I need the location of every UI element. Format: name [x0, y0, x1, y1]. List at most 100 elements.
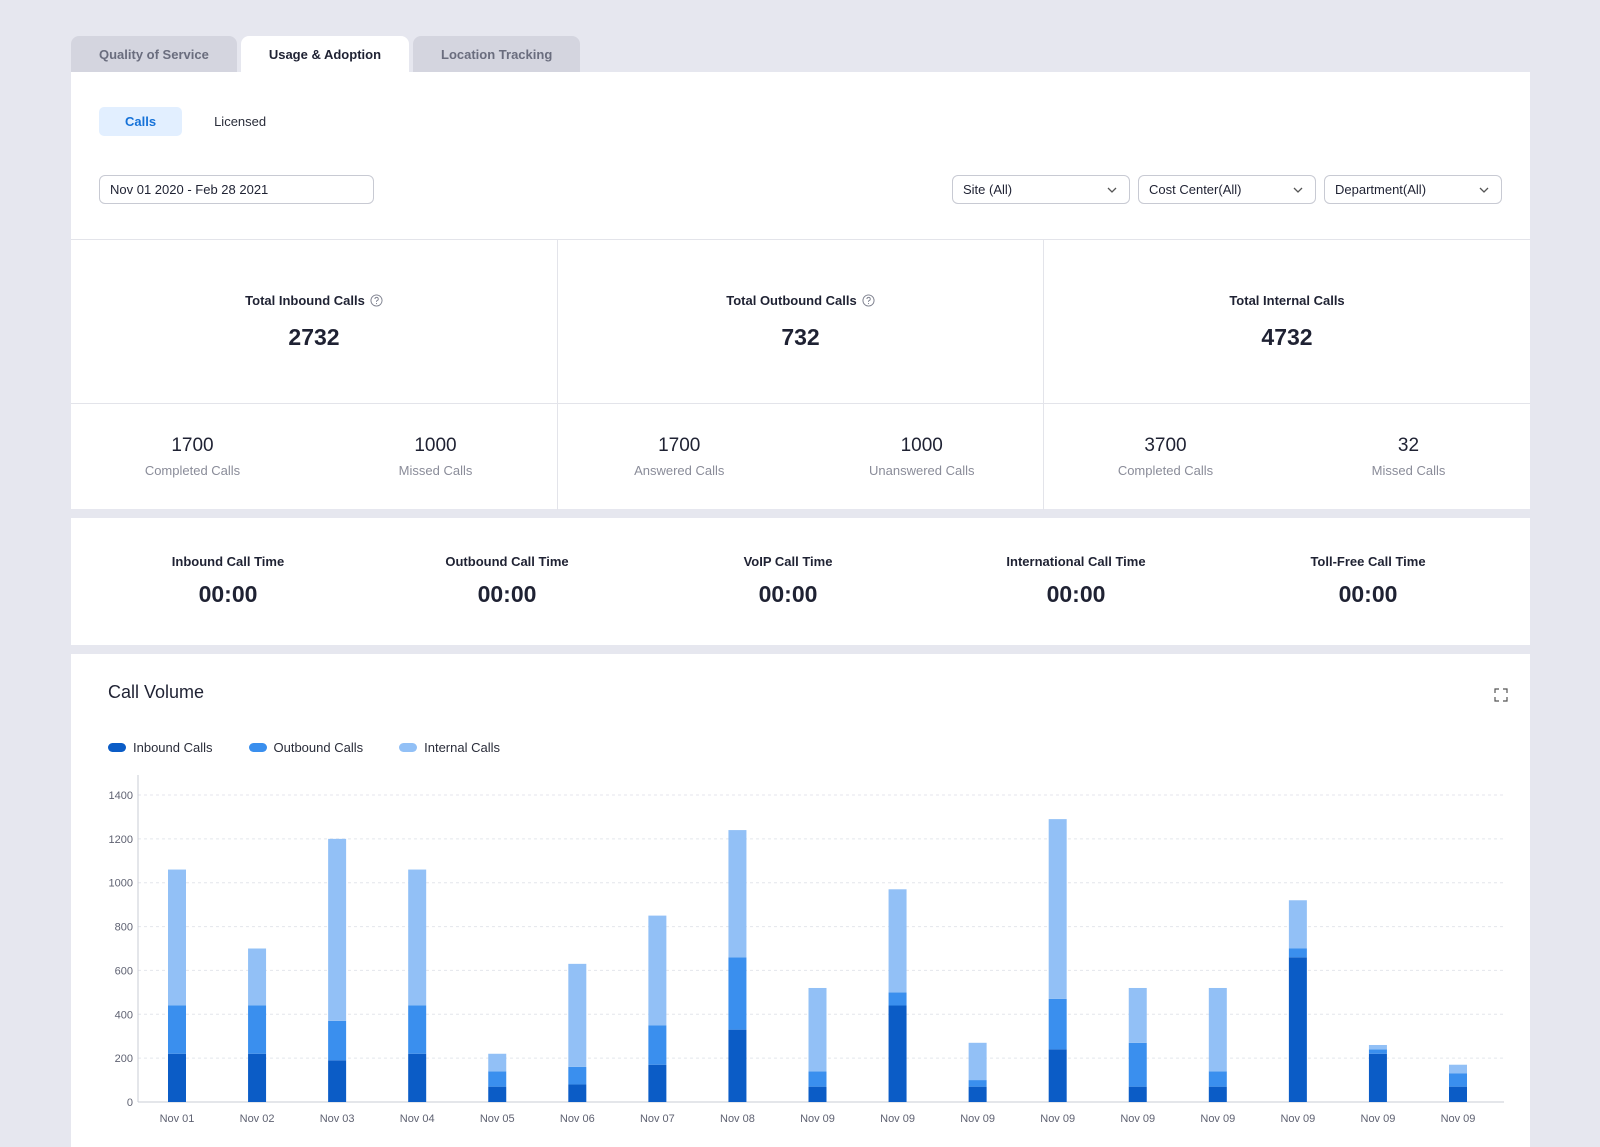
bar-outbound-calls[interactable] [248, 1005, 267, 1054]
inbound-totals-card: Total Inbound Calls 2732 1700 Completed … [71, 240, 557, 510]
stat-value: 1700 [658, 435, 701, 456]
bar-inbound-calls[interactable] [968, 1086, 987, 1102]
bar-outbound-calls[interactable] [168, 1005, 186, 1054]
bar-inbound-calls[interactable] [1288, 957, 1307, 1102]
bar-outbound-calls[interactable] [728, 957, 747, 1030]
help-icon[interactable] [370, 293, 383, 307]
bar-inbound-calls[interactable] [1128, 1086, 1147, 1102]
stat-label: Answered Calls [634, 463, 725, 478]
bar-inbound-calls[interactable] [728, 1029, 747, 1102]
x-tick-label: Nov 09 [1040, 1113, 1075, 1125]
bar-internal-calls[interactable] [1449, 1064, 1467, 1074]
bar-inbound-calls[interactable] [1368, 1053, 1387, 1102]
voip-call-time: VoIP Call Time 00:00 [744, 554, 833, 608]
bar-internal-calls[interactable] [568, 963, 587, 1067]
outbound-answered-stat: 1700 Answered Calls [558, 404, 801, 509]
time-value: 00:00 [758, 581, 818, 607]
chart-legend: Inbound Calls Outbound Calls Internal Ca… [108, 740, 500, 755]
bar-internal-calls[interactable] [1368, 1044, 1387, 1050]
tab-location-tracking[interactable]: Location Tracking [413, 36, 581, 72]
department-select[interactable]: Department(All) [1324, 175, 1502, 204]
time-label: Toll-Free Call Time [1310, 554, 1426, 569]
stat-value: 1700 [171, 435, 214, 456]
legend-label: Outbound Calls [273, 740, 364, 755]
x-tick-label: Nov 08 [720, 1113, 755, 1125]
bar-internal-calls[interactable] [1048, 819, 1067, 999]
x-tick-label: Nov 02 [240, 1113, 275, 1125]
site-select[interactable]: Site (All) [952, 175, 1130, 204]
bar-outbound-calls[interactable] [808, 1071, 827, 1087]
bar-inbound-calls[interactable] [808, 1086, 827, 1102]
bar-outbound-calls[interactable] [888, 992, 907, 1006]
bar-inbound-calls[interactable] [328, 1060, 347, 1102]
bar-internal-calls[interactable] [728, 830, 747, 958]
bar-outbound-calls[interactable] [408, 1005, 427, 1054]
legend-item-internal[interactable]: Internal Calls [399, 740, 500, 755]
bar-inbound-calls[interactable] [488, 1086, 507, 1102]
bar-inbound-calls[interactable] [568, 1084, 587, 1102]
legend-item-inbound[interactable]: Inbound Calls [108, 740, 213, 755]
bar-internal-calls[interactable] [168, 869, 186, 1006]
expand-icon[interactable] [1494, 688, 1508, 702]
total-outbound-label-text: Total Outbound Calls [726, 292, 857, 308]
bar-outbound-calls[interactable] [1449, 1073, 1467, 1087]
bar-inbound-calls[interactable] [168, 1053, 186, 1102]
subtab-calls[interactable]: Calls [99, 107, 183, 136]
bar-outbound-calls[interactable] [1288, 948, 1307, 958]
help-icon[interactable] [862, 293, 875, 307]
bar-outbound-calls[interactable] [648, 1025, 667, 1065]
bar-internal-calls[interactable] [1288, 900, 1307, 949]
x-tick-label: Nov 09 [1120, 1113, 1155, 1125]
internal-missed-stat: 32 Missed Calls [1287, 404, 1530, 509]
legend-label: Internal Calls [424, 740, 500, 755]
bar-inbound-calls[interactable] [888, 1005, 907, 1102]
bar-inbound-calls[interactable] [1048, 1049, 1067, 1102]
bar-outbound-calls[interactable] [1368, 1049, 1387, 1054]
total-internal-value: 4732 [1261, 323, 1313, 350]
tab-quality-of-service[interactable]: Quality of Service [71, 36, 237, 72]
time-label: Outbound Call Time [445, 554, 569, 569]
bar-internal-calls[interactable] [808, 987, 827, 1072]
bar-inbound-calls[interactable] [1208, 1086, 1227, 1102]
bar-internal-calls[interactable] [328, 838, 347, 1021]
bar-internal-calls[interactable] [408, 869, 427, 1006]
y-tick-label: 1000 [109, 878, 133, 890]
date-range-input[interactable] [99, 175, 374, 204]
bar-outbound-calls[interactable] [968, 1080, 987, 1087]
time-value: 00:00 [198, 581, 258, 607]
y-tick-label: 600 [115, 965, 133, 977]
call-volume-panel: 0 200 400 600 800 1000 1200 1400 Nov 01 Nov 02 Nov… [71, 654, 1530, 1147]
bar-inbound-calls[interactable] [648, 1064, 667, 1102]
bar-internal-calls[interactable] [648, 915, 667, 1026]
x-tick-label: Nov 09 [880, 1113, 915, 1125]
x-tick-label: Nov 06 [560, 1113, 595, 1125]
bar-outbound-calls[interactable] [1048, 998, 1067, 1050]
bar-internal-calls[interactable] [1208, 987, 1227, 1072]
bar-outbound-calls[interactable] [488, 1071, 507, 1087]
filters-panel: Calls Licensed Site (All) Cost Center(Al… [71, 72, 1530, 239]
cost-center-select[interactable]: Cost Center(All) [1138, 175, 1316, 204]
legend-swatch [108, 743, 126, 752]
bar-inbound-calls[interactable] [248, 1053, 267, 1102]
bar-inbound-calls[interactable] [408, 1053, 427, 1102]
bar-internal-calls[interactable] [1128, 987, 1147, 1043]
bar-outbound-calls[interactable] [1208, 1071, 1227, 1087]
y-tick-label: 1400 [109, 790, 133, 802]
subtab-licensed[interactable]: Licensed [214, 114, 267, 129]
call-times-panel: Inbound Call Time 00:00 Outbound Call Ti… [71, 518, 1530, 645]
bar-outbound-calls[interactable] [568, 1066, 587, 1085]
bar-internal-calls[interactable] [248, 948, 267, 1006]
total-inbound-label-text: Total Inbound Calls [245, 292, 365, 308]
bar-internal-calls[interactable] [888, 889, 907, 993]
bar-outbound-calls[interactable] [328, 1020, 347, 1061]
bar-internal-calls[interactable] [968, 1042, 987, 1081]
bar-inbound-calls[interactable] [1449, 1086, 1467, 1102]
y-tick-label: 0 [127, 1097, 133, 1109]
filter-selects: Site (All) Cost Center(All) Department(A… [952, 175, 1502, 204]
y-tick-label: 1200 [109, 834, 133, 846]
x-tick-label: Nov 09 [960, 1113, 995, 1125]
bar-internal-calls[interactable] [488, 1053, 507, 1072]
tab-usage-adoption[interactable]: Usage & Adoption [240, 36, 410, 72]
legend-item-outbound[interactable]: Outbound Calls [248, 740, 364, 755]
bar-outbound-calls[interactable] [1128, 1042, 1147, 1087]
